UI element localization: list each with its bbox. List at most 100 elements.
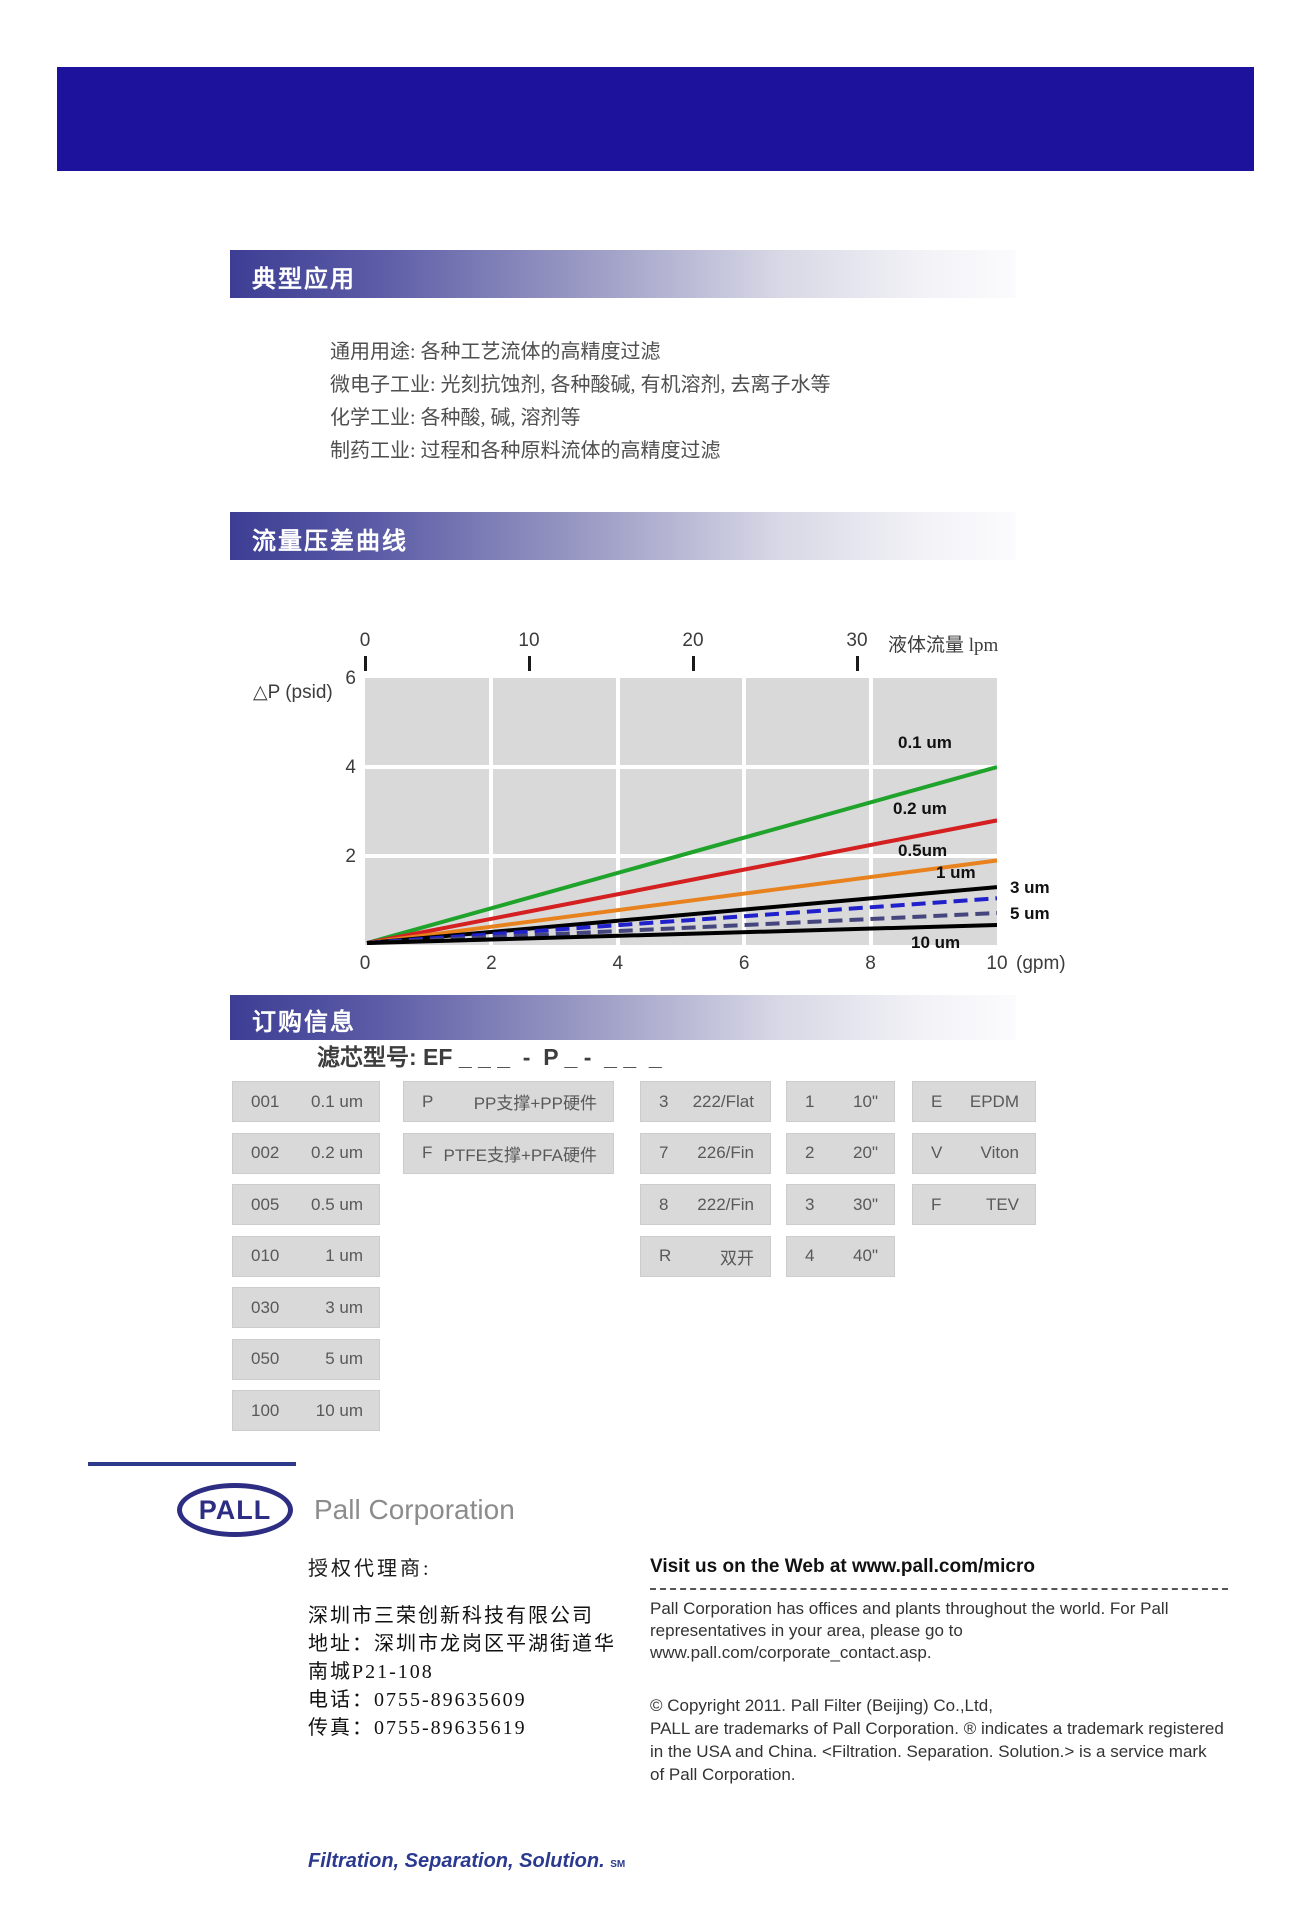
agent-label: 授权代理商: <box>308 1558 432 1580</box>
top-axis-tick-label: 10 <box>518 630 540 651</box>
option-label: 双开 <box>720 1248 754 1268</box>
order-option-support-hardware: P PP支撑+PP硬件 <box>403 1081 614 1122</box>
section-title: 订购信息 <box>252 1009 356 1036</box>
text-line: 电话：0755-89635609 <box>308 1689 527 1711</box>
order-option-end-configuration: R 双开 <box>640 1235 771 1277</box>
option-code: 7 <box>659 1143 669 1162</box>
brand-tagline: Filtration, Separation, Solution. SM <box>308 1850 625 1873</box>
order-option-support-hardware: F PTFE支撑+PFA硬件 <box>403 1132 614 1174</box>
bottom-axis-title: (gpm) <box>1016 953 1066 974</box>
text-line: 南城P21-108 <box>308 1661 434 1683</box>
option-label: 20" <box>853 1143 878 1162</box>
bottom-axis-tick-label: 6 <box>738 953 750 974</box>
curve-label: 10 um <box>911 933 961 952</box>
option-label: 0.2 um <box>311 1143 363 1162</box>
option-code: F <box>931 1194 942 1214</box>
text-line: PALL are trademarks of Pall Corporation.… <box>650 1719 1224 1738</box>
y-axis-tick-label: 4 <box>345 757 356 778</box>
order-option-micron-rating: 030 3 um <box>232 1287 380 1328</box>
section-title: 典型应用 <box>252 266 356 293</box>
series-line-5-um <box>366 910 997 945</box>
series-line-0.1-um <box>366 765 997 945</box>
option-code: 100 <box>251 1400 280 1420</box>
bottom-axis-tick-label: 8 <box>865 953 876 974</box>
tagline-text: Filtration, Separation, Solution. <box>308 1850 605 1872</box>
option-code: R <box>659 1246 672 1265</box>
bottom-axis-tick-label: 10 <box>986 953 1008 974</box>
order-option-o-ring: F TEV <box>912 1184 1036 1225</box>
option-label: 30" <box>853 1194 878 1214</box>
option-code: 030 <box>251 1297 280 1317</box>
text-line: 化学工业: 各种酸, 碱, 溶剂等 <box>330 407 581 429</box>
order-option-end-configuration: 8 222/Fin <box>640 1184 771 1225</box>
top-axis-tick-mark <box>692 656 695 671</box>
curve-label: 5 um <box>1010 904 1050 923</box>
order-option-length: 1 10" <box>786 1081 895 1122</box>
text-line: 地址：深圳市龙岗区平湖街道华 <box>308 1633 616 1655</box>
gridline <box>742 678 747 945</box>
top-axis-tick-label: 0 <box>359 630 371 651</box>
section-header-ordering: 订购信息 <box>230 995 1016 1040</box>
option-label: 0.5 um <box>311 1194 363 1214</box>
copyright-paragraph: © Copyright 2011. Pall Filter (Beijing) … <box>650 1694 1224 1786</box>
gridline <box>489 678 494 945</box>
option-code: 001 <box>251 1091 280 1111</box>
text-line: 制药工业: 过程和各种原料流体的高精度过滤 <box>330 440 721 462</box>
text-line: www.pall.com/corporate_contact.asp. <box>650 1643 932 1662</box>
order-option-o-ring: V Viton <box>912 1132 1036 1174</box>
order-option-end-configuration: 7 226/Fin <box>640 1132 771 1174</box>
option-label: EPDM <box>969 1091 1019 1111</box>
gridline <box>868 678 873 945</box>
option-label: 5 um <box>325 1349 363 1368</box>
option-code: 1 <box>805 1091 815 1111</box>
top-axis-tick-mark <box>856 656 859 671</box>
option-label: 10" <box>853 1091 878 1111</box>
text-line: 微电子工业: 光刻抗蚀剂, 各种酸碱, 有机溶剂, 去离子水等 <box>330 374 831 396</box>
option-code: 010 <box>251 1246 280 1265</box>
order-option-end-configuration: 3 222/Flat <box>640 1081 771 1122</box>
dashed-separator <box>650 1588 1228 1590</box>
bottom-axis-tick-label: 4 <box>612 953 624 974</box>
option-label: 222/Flat <box>692 1091 754 1111</box>
option-label: PP支撑+PP硬件 <box>473 1094 597 1113</box>
chart-plot-area <box>365 678 997 945</box>
option-label: 3 um <box>325 1297 363 1317</box>
option-label: 10 um <box>315 1400 363 1420</box>
section-header-flow-curve: 流量压差曲线 <box>230 512 1016 560</box>
tagline-service-mark: SM <box>610 1859 626 1870</box>
top-axis-tick-mark <box>528 656 531 671</box>
option-label: 226/Fin <box>697 1143 754 1162</box>
curve-label: 0.1 um <box>898 733 952 752</box>
option-code: F <box>422 1143 433 1162</box>
order-option-length: 2 20" <box>786 1132 895 1174</box>
order-option-micron-rating: 100 10 um <box>232 1390 380 1431</box>
top-axis-title: 液体流量 lpm <box>888 635 999 656</box>
option-code: 8 <box>659 1194 669 1214</box>
series-line-0.5um <box>366 858 997 945</box>
website-callout: Visit us on the Web at www.pall.com/micr… <box>650 1556 1036 1577</box>
top-brand-band <box>57 67 1254 171</box>
footer-divider <box>88 1462 296 1466</box>
order-option-micron-rating: 010 1 um <box>232 1235 380 1277</box>
order-option-length: 4 40" <box>786 1235 895 1277</box>
applications-list: 通用用途: 各种工艺流体的高精度过滤 微电子工业: 光刻抗蚀剂, 各种酸碱, 有机… <box>330 336 831 468</box>
gridline <box>615 678 620 945</box>
top-axis-tick-label: 30 <box>846 630 868 651</box>
part-number-template: 滤芯型号: EF _ _ _ - P _ - _ _ _ <box>317 1044 662 1070</box>
option-code: 3 <box>805 1194 815 1214</box>
option-code: E <box>931 1091 943 1111</box>
offices-paragraph: Pall Corporation has offices and plants … <box>650 1598 1168 1664</box>
text-line: representatives in your area, please go … <box>650 1621 963 1640</box>
agent-address-block: 深圳市三荣创新科技有限公司 地址：深圳市龙岗区平湖街道华 南城P21-108 电话：0… <box>308 1602 616 1742</box>
order-option-micron-rating: 002 0.2 um <box>232 1132 380 1174</box>
text-line: 传真：0755-89635619 <box>308 1717 527 1739</box>
y-axis-tick-label: 6 <box>345 668 356 689</box>
order-option-micron-rating: 005 0.5 um <box>232 1184 380 1225</box>
option-label: TEV <box>985 1194 1019 1214</box>
curve-label: 0.5um <box>898 841 948 860</box>
option-label: 1 um <box>325 1246 363 1265</box>
order-option-length: 3 30" <box>786 1184 895 1225</box>
text-line: Pall Corporation has offices and plants … <box>650 1599 1169 1618</box>
order-option-micron-rating: 001 0.1 um <box>232 1081 380 1122</box>
